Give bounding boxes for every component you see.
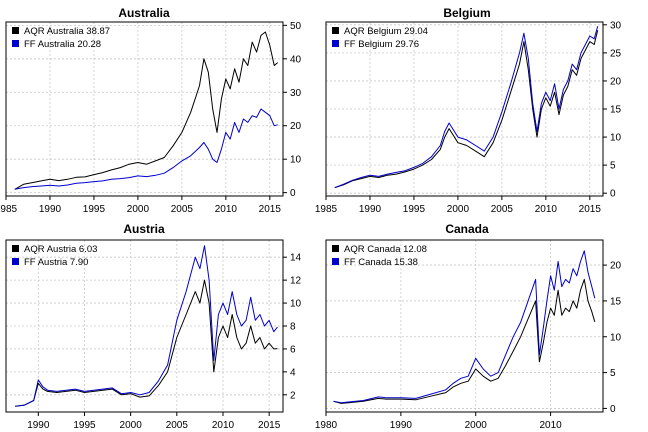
legend-entry: FF Australia 20.28	[24, 39, 101, 50]
x-tick-label: 1990	[359, 204, 382, 215]
legend-swatch	[12, 245, 19, 252]
y-tick-label: 4	[290, 367, 296, 378]
legend-entry: FF Canada 15.38	[344, 257, 418, 268]
x-tick-label: 1980	[315, 420, 338, 431]
y-tick-label: 10	[290, 299, 302, 310]
series-line-ff	[333, 250, 596, 404]
y-tick-label: 20	[610, 76, 622, 87]
x-tick-label: 2005	[166, 420, 189, 431]
series-line-aqr	[14, 31, 279, 190]
legend-swatch	[332, 27, 339, 34]
series-line-aqr	[15, 279, 278, 407]
y-tick-label: 20	[290, 121, 302, 132]
legend-swatch	[12, 40, 19, 47]
y-tick-label: 50	[290, 21, 302, 32]
y-tick-label: 30	[610, 20, 622, 31]
x-tick-label: 2015	[259, 204, 282, 215]
panel-belgium: Belgium 1985 1990 1995 2000 2005 2010 2015 0 5 10 1…	[315, 6, 622, 215]
y-tick-label: 25	[610, 48, 622, 59]
panel-title: Austria	[123, 222, 165, 236]
y-tick-label: 20	[610, 261, 622, 272]
x-tick-label: 2005	[491, 204, 514, 215]
series-line-ff	[15, 245, 278, 407]
x-tick-label: 2010	[539, 420, 562, 431]
x-tick-label: 2000	[120, 420, 143, 431]
legend-swatch	[12, 258, 19, 265]
x-tick-label: 1985	[0, 204, 18, 215]
y-tick-label: 10	[610, 332, 622, 343]
panel-title: Australia	[118, 6, 170, 20]
series-line-aqr	[333, 278, 596, 404]
legend-swatch	[12, 27, 19, 34]
y-tick-label: 15	[610, 105, 622, 116]
x-tick-label: 1990	[27, 420, 50, 431]
y-tick-label: 12	[290, 276, 302, 287]
panel-canada: Canada 1980 1990 2000 2010 0 5 10 15 20 AQR Canada…	[315, 222, 622, 431]
legend-entry: AQR Austria 6.03	[24, 244, 97, 255]
y-tick-label: 40	[290, 54, 302, 65]
x-tick-label: 2010	[535, 204, 558, 215]
plot-frame	[325, 239, 604, 413]
x-tick-label: 2015	[579, 204, 602, 215]
panel-austria: Austria 1990 1995 2000 2005 2010 2015 2 4 6 8 10 12 1…	[5, 222, 302, 431]
x-tick-label: 1985	[315, 204, 338, 215]
legend-entry: FF Belgium 29.76	[344, 39, 419, 50]
legend-entry: AQR Belgium 29.04	[344, 26, 428, 37]
legend-swatch	[332, 40, 339, 47]
legend-swatch	[332, 245, 339, 252]
panel-australia: Australia 1985 1990 1995 2000 2005 2010 2015 0 10…	[0, 6, 302, 215]
x-tick-label: 1995	[83, 204, 106, 215]
legend-entry: FF Austria 7.90	[24, 257, 88, 268]
series-line-ff	[334, 26, 599, 189]
x-tick-label: 2000	[127, 204, 150, 215]
series-line-aqr	[334, 30, 599, 189]
y-tick-label: 8	[290, 322, 296, 333]
series-line-ff	[14, 108, 278, 190]
y-tick-label: 5	[610, 161, 616, 172]
y-tick-label: 6	[290, 344, 296, 355]
legend-entry: AQR Australia 38.87	[24, 26, 110, 37]
y-tick-label: 10	[610, 133, 622, 144]
legend-entry: AQR Canada 12.08	[344, 244, 427, 255]
x-tick-label: 1995	[73, 420, 96, 431]
x-tick-label: 2005	[171, 204, 194, 215]
panel-title: Belgium	[443, 6, 490, 20]
y-tick-label: 15	[610, 296, 622, 307]
x-tick-label: 2015	[258, 420, 281, 431]
x-tick-label: 2010	[215, 204, 238, 215]
y-tick-label: 0	[290, 188, 296, 199]
x-tick-label: 1995	[403, 204, 426, 215]
y-tick-label: 2	[290, 390, 296, 401]
y-tick-label: 0	[610, 404, 616, 415]
y-tick-label: 30	[290, 88, 302, 99]
legend-swatch	[332, 258, 339, 265]
x-tick-label: 1990	[390, 420, 413, 431]
x-tick-label: 2010	[212, 420, 235, 431]
y-tick-label: 14	[290, 253, 302, 264]
plot-frame	[5, 21, 284, 197]
x-tick-label: 2000	[447, 204, 470, 215]
y-tick-label: 5	[610, 368, 616, 379]
y-tick-label: 10	[290, 155, 302, 166]
y-tick-label: 0	[610, 189, 616, 200]
panel-title: Canada	[445, 222, 489, 236]
x-tick-label: 2000	[465, 420, 488, 431]
x-tick-label: 1990	[39, 204, 62, 215]
